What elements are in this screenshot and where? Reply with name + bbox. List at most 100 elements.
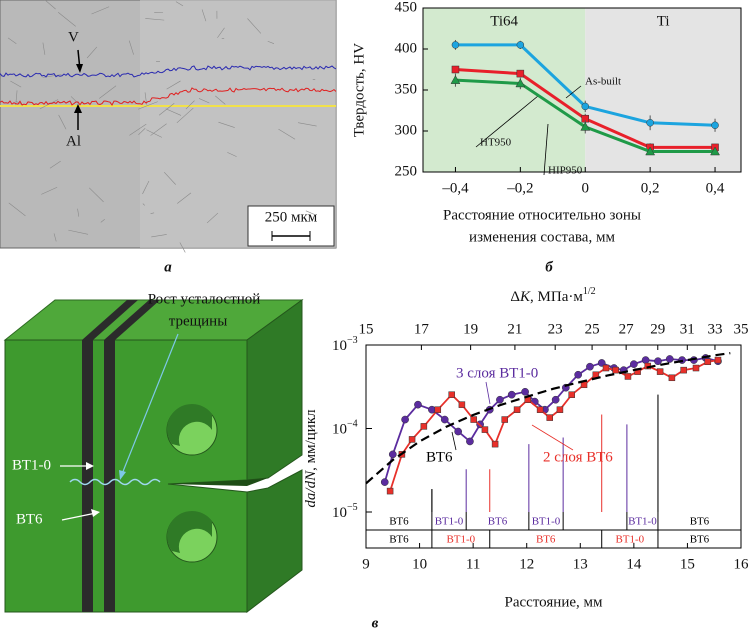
arrow-head <box>119 470 126 480</box>
layer-label: ВТ1-0 <box>628 516 657 528</box>
x2-tick-label: 17 <box>414 321 430 337</box>
grain-texture <box>267 40 275 44</box>
grain-texture <box>128 40 134 55</box>
arrow-head <box>76 64 83 73</box>
x2-tick-label: 33 <box>707 321 722 337</box>
x-tick-label: 10 <box>412 556 427 572</box>
layer-label: ВТ1-0 <box>447 534 476 546</box>
scale-box <box>247 205 335 247</box>
marker <box>710 146 720 156</box>
marker <box>386 487 394 495</box>
marker <box>454 427 462 436</box>
text-part: da/dN <box>303 470 319 508</box>
series-label: 3 слоя ВТ1-0 <box>456 365 538 381</box>
layer-label: ВТ1-0 <box>616 534 645 546</box>
marker <box>580 121 591 131</box>
marker <box>624 373 632 380</box>
marker <box>581 102 589 111</box>
layer-stripe <box>104 300 160 340</box>
notch <box>168 478 268 486</box>
layer-stripe <box>82 340 93 612</box>
grain-texture <box>145 18 165 21</box>
grain-texture <box>247 18 262 34</box>
series-label: ВТ6 <box>426 449 453 465</box>
marker <box>458 401 466 408</box>
text-part: , мм/цикл <box>303 409 319 471</box>
grain-texture <box>177 192 192 204</box>
marker <box>448 391 455 398</box>
marker <box>656 368 664 375</box>
marker <box>612 366 619 374</box>
y-axis-label: Твердость, HV <box>351 43 367 137</box>
y-tick-label: 400 <box>395 40 418 56</box>
grain-texture <box>198 98 210 104</box>
grain-texture <box>150 212 155 215</box>
x-tick-label: 14 <box>626 556 642 572</box>
scale-label: 250 мкм <box>265 209 318 225</box>
marker <box>641 356 650 364</box>
marker <box>380 478 389 486</box>
grain-texture <box>146 129 162 138</box>
marker <box>704 358 712 366</box>
marker <box>516 69 525 78</box>
layer-label: ВТ1-0 <box>532 516 561 528</box>
grain-texture <box>91 6 110 15</box>
text-part: −3 <box>347 335 358 346</box>
x-tick-label: 12 <box>519 556 534 572</box>
marker <box>602 364 610 372</box>
grain-texture <box>166 80 181 90</box>
x2-tick-label: 27 <box>619 321 635 337</box>
x-tick-label: 11 <box>466 556 480 572</box>
marker <box>714 356 722 364</box>
grain-texture <box>57 12 76 27</box>
marker <box>440 415 449 424</box>
grain-texture <box>86 46 98 59</box>
profile-line <box>0 65 337 78</box>
x2-tick-label: 15 <box>359 321 374 337</box>
grain-texture <box>53 233 57 242</box>
grain-texture <box>227 152 237 157</box>
y-tick-label: 350 <box>395 81 418 97</box>
marker <box>401 415 409 424</box>
grain-texture <box>175 1 184 7</box>
annotation-leader <box>543 123 549 176</box>
grain-texture <box>215 95 226 105</box>
grain-texture <box>10 80 22 88</box>
crack <box>69 478 161 486</box>
x2-tick-label: 21 <box>507 321 522 337</box>
marker <box>630 360 638 368</box>
y-tick-label: 300 <box>395 122 418 138</box>
marker <box>513 406 521 413</box>
specimen-side <box>246 469 303 614</box>
x-axis-label: изменения состава, мм <box>469 229 615 245</box>
grain-texture <box>44 0 56 10</box>
marker <box>408 436 416 443</box>
marker <box>428 405 436 414</box>
series-line <box>365 352 731 485</box>
text-part: −4 <box>347 419 358 430</box>
grain-texture <box>278 128 296 140</box>
marker <box>481 426 489 433</box>
marker <box>551 395 560 404</box>
grain-texture <box>305 210 316 216</box>
text-part: −5 <box>347 502 358 513</box>
layer-label: ВТ6 <box>536 534 556 546</box>
text-part: , МПа·м <box>530 289 583 305</box>
micrograph: V Al 250 мкм <box>0 0 337 253</box>
x-tick-label: 9 <box>362 556 370 572</box>
marker <box>501 416 508 423</box>
text-part: Δ <box>510 289 520 305</box>
marker <box>466 437 474 446</box>
material-label: ВТ6 <box>16 511 43 527</box>
grain-texture <box>142 203 146 206</box>
grain-texture <box>150 123 167 136</box>
grain-texture <box>151 234 167 238</box>
grain-texture <box>179 242 186 253</box>
grain-texture <box>142 180 150 195</box>
marker <box>434 406 442 413</box>
hole-shadow <box>167 511 212 553</box>
x-tick-label: 13 <box>573 556 588 572</box>
profile-line <box>0 87 337 106</box>
x2-axis-label: ΔK, МПа·м1/2 <box>510 286 595 305</box>
